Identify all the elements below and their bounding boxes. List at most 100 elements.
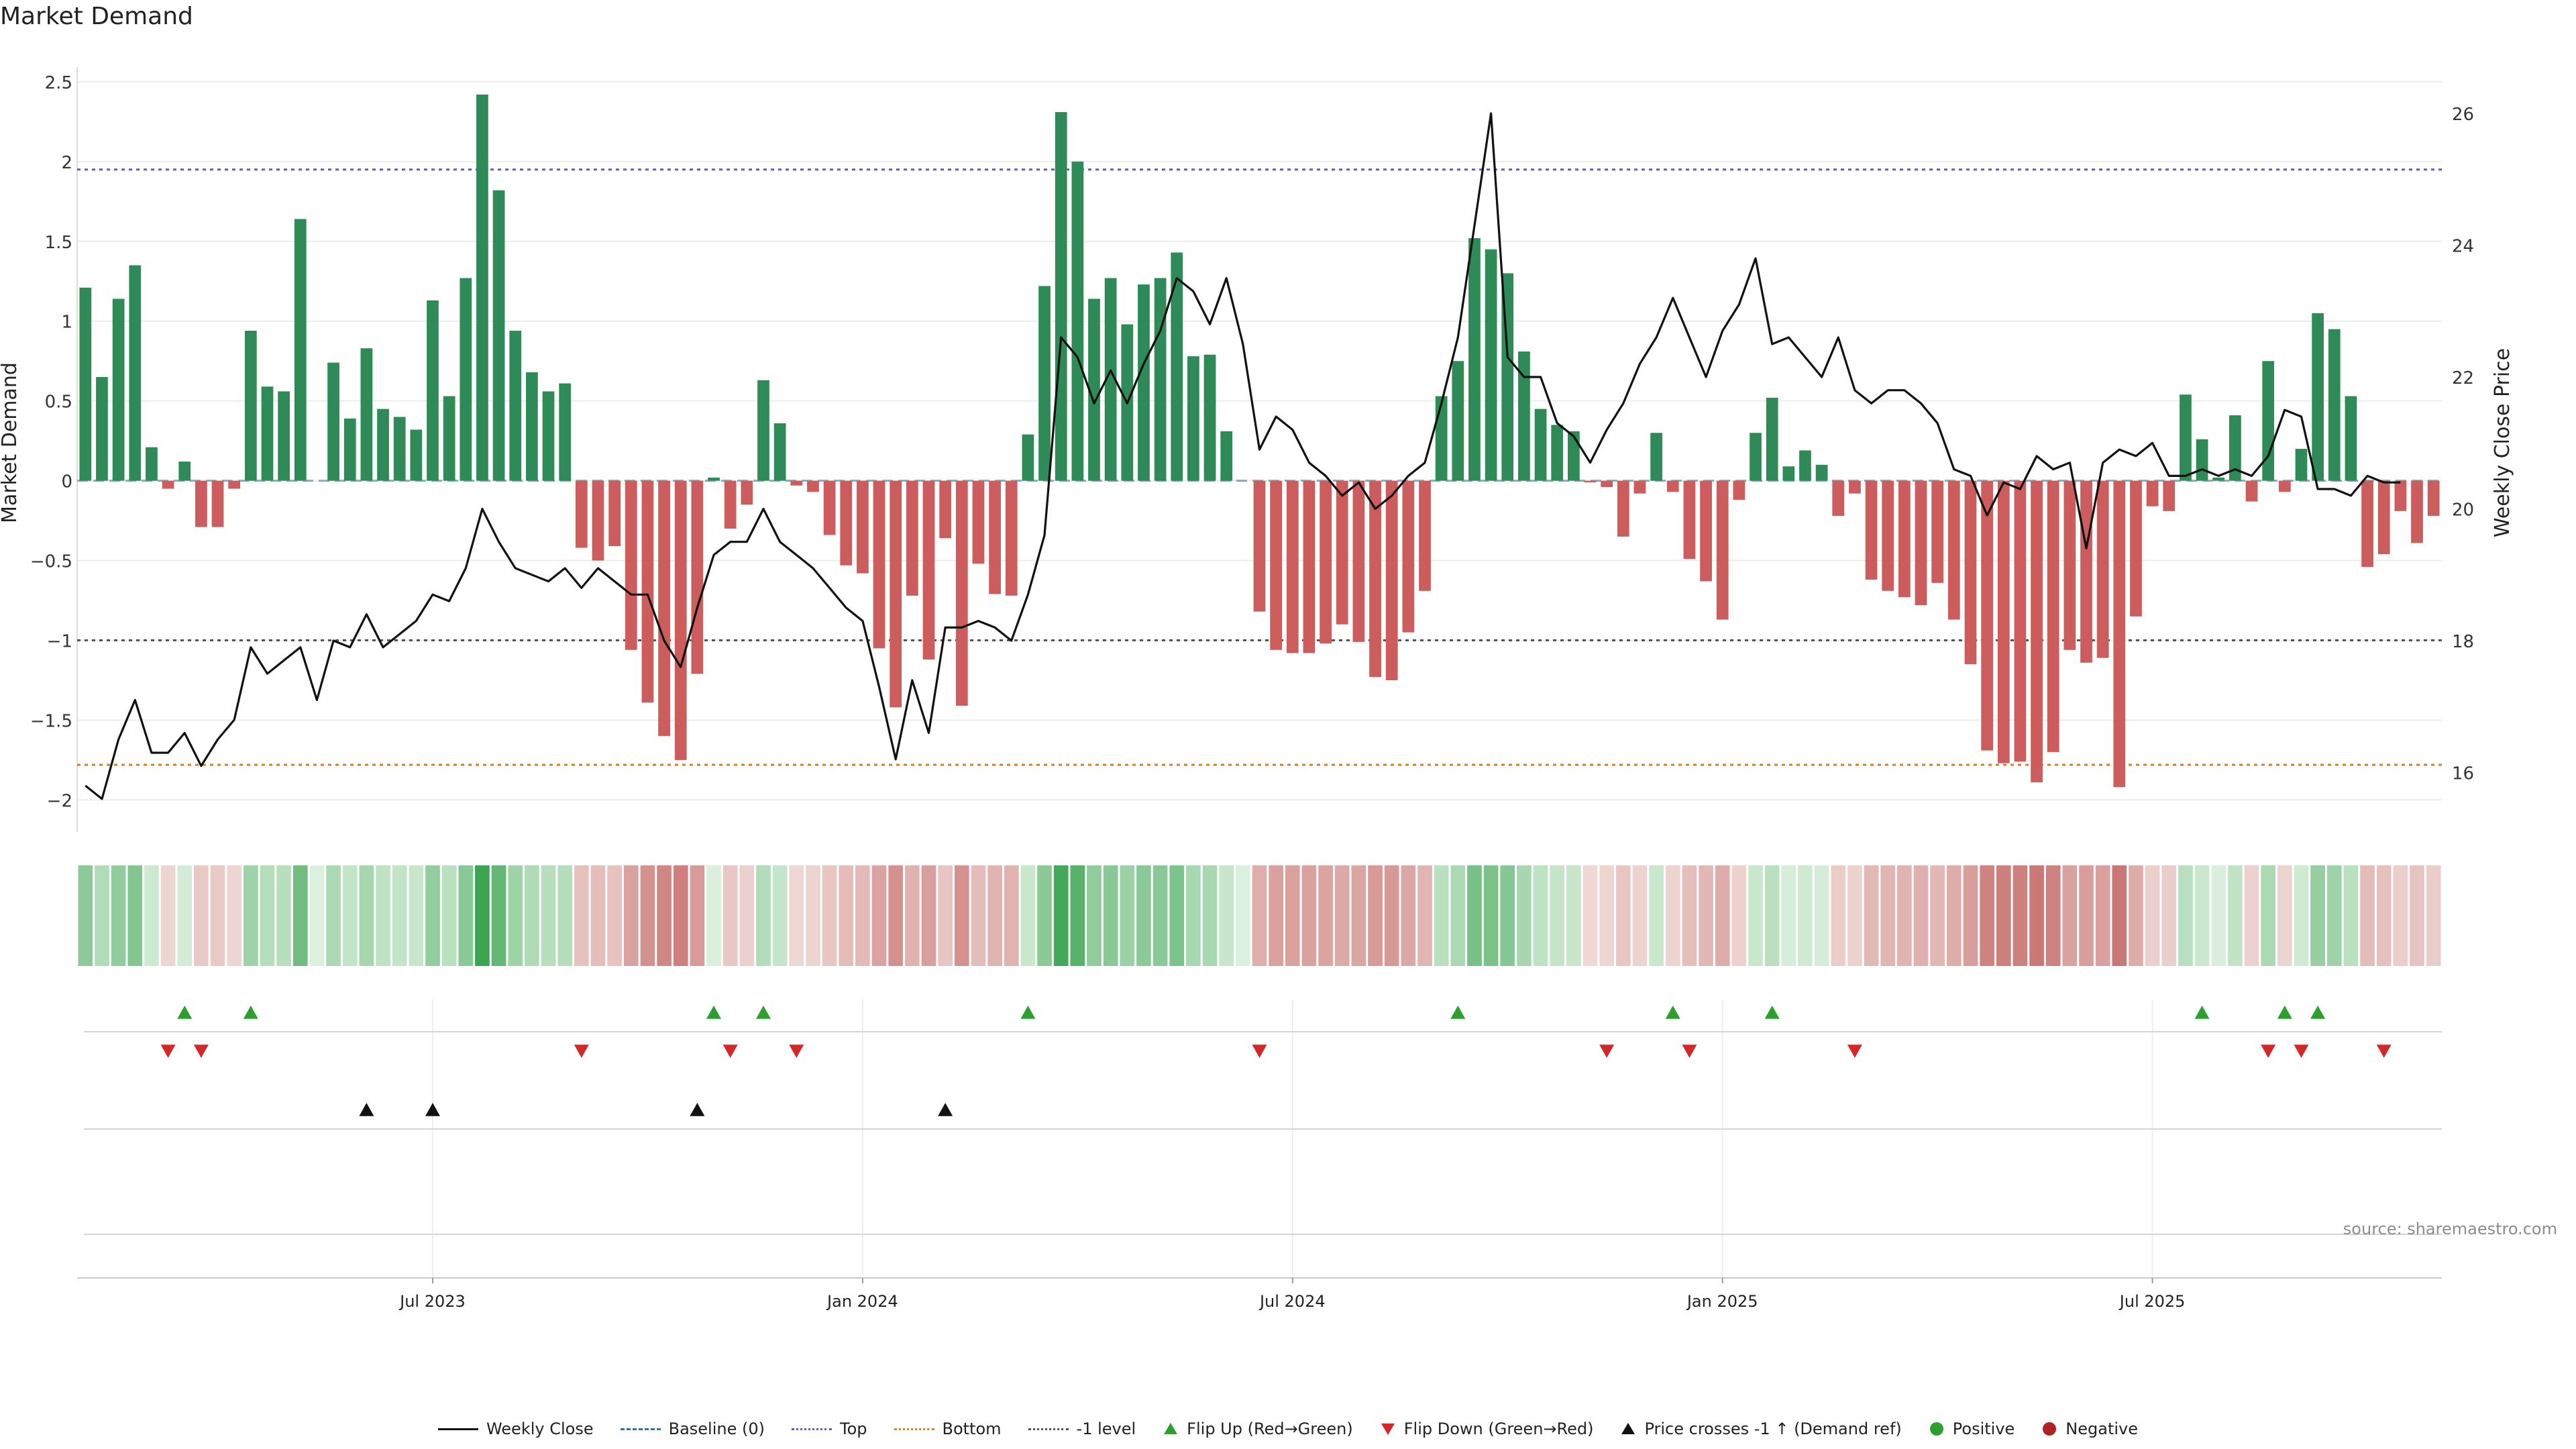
- heat-cell: [1682, 865, 1697, 966]
- demand-bar-negative: [2278, 480, 2291, 492]
- heat-cell: [1814, 865, 1829, 966]
- price-cross-marker: [690, 1103, 705, 1116]
- legend-label: Top: [840, 1419, 867, 1438]
- legend-bottom: Bottom: [894, 1419, 1002, 1438]
- heat-cell: [1946, 865, 1962, 966]
- demand-bar-negative: [641, 480, 654, 703]
- demand-bar-positive: [492, 190, 505, 481]
- flip-down-marker: [160, 1044, 176, 1058]
- heat-cell: [1550, 865, 1565, 966]
- demand-bar-negative: [1303, 480, 1316, 653]
- baseline-swatch: [620, 1421, 661, 1437]
- legend-label: Flip Down (Green→Red): [1403, 1419, 1594, 1438]
- heat-cell: [95, 865, 109, 966]
- legend-price-cross: Price crosses -1 ↑ (Demand ref): [1620, 1419, 1902, 1438]
- heat-cell: [1764, 865, 1780, 966]
- demand-bar-positive: [410, 429, 423, 481]
- demand-bar-positive: [178, 462, 191, 481]
- heat-cell: [2095, 865, 2110, 966]
- x-tick-label: Jul 2023: [398, 1292, 466, 1311]
- demand-bar-negative: [840, 480, 853, 566]
- flip-down-marker: [1599, 1044, 1615, 1058]
- triangle-up-icon: [1164, 1423, 1178, 1434]
- demand-bar-positive: [1567, 431, 1580, 481]
- demand-bar-negative: [873, 480, 885, 649]
- heat-cell: [292, 865, 308, 966]
- weekly-close-line: [85, 112, 2401, 800]
- demand-bar-negative: [939, 480, 952, 539]
- heat-cell: [2228, 865, 2243, 966]
- heat-cell: [227, 865, 242, 966]
- x-axis: Jul 2023 Jan 2024 Jul 2024 Jan 2025 Jul 2025: [77, 1277, 2442, 1311]
- demand-bar-positive: [1088, 299, 1100, 481]
- heat-cell: [1450, 865, 1466, 966]
- demand-bar-negative: [162, 480, 174, 489]
- heat-cell: [971, 865, 986, 966]
- heat-cell: [756, 865, 771, 966]
- demand-bar-positive: [1138, 284, 1150, 481]
- heat-cell: [2012, 865, 2028, 966]
- heat-cell: [441, 865, 457, 966]
- legend-flip-down: Flip Down (Green→Red): [1380, 1419, 1594, 1438]
- heat-cell: [1368, 865, 1383, 966]
- legend-label: Negative: [2065, 1419, 2139, 1438]
- heat-cell: [1533, 865, 1548, 966]
- demand-bar-negative: [2130, 480, 2142, 616]
- heat-cell: [1351, 865, 1366, 966]
- heat-cell: [938, 865, 953, 966]
- heat-cell: [2194, 865, 2210, 966]
- heat-cell: [1913, 865, 1929, 966]
- flip-up-marker: [1450, 1006, 1466, 1019]
- triangle-up-black-icon: [1621, 1423, 1635, 1434]
- demand-bar-negative: [857, 480, 869, 574]
- heat-cell: [1864, 865, 1879, 966]
- heat-cell: [2343, 865, 2359, 966]
- demand-bar-negative: [1849, 480, 1861, 494]
- demand-bar-positive: [1203, 354, 1216, 481]
- legend-weekly-close: Weekly Close: [437, 1419, 594, 1438]
- heat-cell: [491, 865, 506, 966]
- demand-bar-positive: [2328, 329, 2341, 481]
- y-tick-label: −0.5: [30, 552, 72, 572]
- heat-cell: [1219, 865, 1234, 966]
- legend-label: Flip Up (Red→Green): [1187, 1419, 1353, 1438]
- legend-label: Baseline (0): [668, 1419, 765, 1438]
- demand-bar-negative: [1385, 480, 1398, 680]
- demand-bar-negative: [790, 480, 803, 486]
- legend-label: Positive: [1952, 1419, 2015, 1438]
- demand-bar-positive: [2229, 415, 2241, 481]
- demand-bar-negative: [1683, 480, 1696, 559]
- heat-cell: [722, 865, 738, 966]
- demand-bar-positive: [96, 377, 108, 481]
- demand-bar-positive: [1799, 450, 1811, 481]
- heat-cell: [2045, 865, 2061, 966]
- heat-cell: [822, 865, 837, 966]
- y2-tick-label: 20: [2452, 500, 2474, 521]
- demand-bar-positive: [1055, 112, 1067, 481]
- demand-bar-positive: [278, 391, 290, 481]
- demand-bar-positive: [509, 331, 522, 481]
- demand-bar-negative: [922, 480, 935, 660]
- y2-axis-label: Weekly Close Price: [2491, 348, 2514, 537]
- demand-bar-negative: [1352, 480, 1365, 642]
- weekly-close-swatch: [437, 1421, 478, 1437]
- demand-bar-positive: [1154, 278, 1167, 481]
- heat-cell: [1152, 865, 1168, 966]
- demand-bar-negative: [2096, 480, 2109, 658]
- demand-bar-negative: [906, 480, 918, 596]
- top-swatch: [792, 1421, 832, 1437]
- heat-cell: [2277, 865, 2292, 966]
- heat-cell: [1087, 865, 1102, 966]
- demand-bar-negative: [1005, 480, 1018, 596]
- heat-cell: [839, 865, 854, 966]
- demand-bar-negative: [1832, 480, 1845, 516]
- demand-bar-positive: [2262, 361, 2275, 481]
- heat-cell: [1699, 865, 1713, 966]
- heat-cell: [855, 865, 870, 966]
- heat-cell: [623, 865, 639, 966]
- demand-bar-negative: [575, 480, 588, 548]
- heat-cell: [789, 865, 804, 966]
- legend-baseline: Baseline (0): [620, 1419, 765, 1438]
- heat-cell: [1632, 865, 1648, 966]
- demand-bar-negative: [1270, 480, 1283, 650]
